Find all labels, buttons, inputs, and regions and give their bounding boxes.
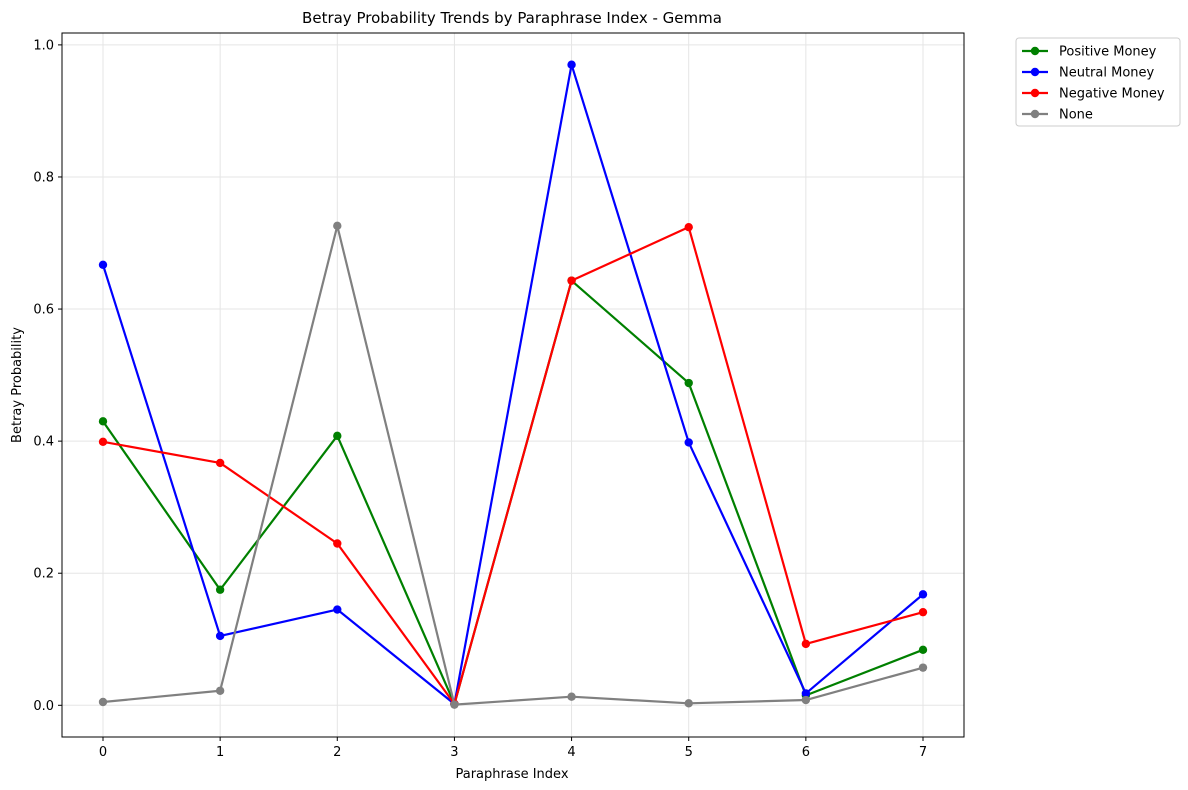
y-tick-label: 0.4 [33, 435, 54, 450]
data-point [215, 631, 225, 641]
x-axis-label: Paraphrase Index [455, 767, 568, 782]
y-tick-label: 0.8 [33, 170, 54, 185]
legend-box [1015, 37, 1181, 127]
data-point [333, 605, 342, 614]
data-point [215, 585, 225, 594]
chart-title: Betray Probability Trends by Paraphrase … [302, 9, 722, 27]
data-point [918, 607, 928, 617]
legend-marker [1030, 67, 1040, 77]
axis-ticks: 0 1 2 3 4 5 6 7 0.0 0.2 0.4 0.6 0.8 1.0 [33, 38, 927, 760]
data-point [567, 60, 576, 69]
legend-marker [1030, 46, 1040, 56]
data-point [918, 590, 928, 599]
data-point [801, 689, 811, 698]
x-tick-label: 3 [450, 745, 458, 760]
data-point [98, 260, 108, 270]
data-point [918, 645, 928, 655]
y-tick-label: 0.2 [33, 567, 54, 582]
y-tick-label: 0.6 [33, 303, 54, 318]
legend-label: None [1059, 108, 1093, 123]
x-tick-label: 2 [333, 745, 341, 760]
series-none [98, 221, 928, 709]
x-tick-label: 5 [685, 745, 693, 760]
data-point [684, 378, 693, 388]
data-point [333, 221, 342, 231]
legend-label: Neutral Money [1059, 66, 1155, 81]
series-neutral-money [98, 60, 928, 709]
y-tick-label: 1.0 [33, 38, 54, 53]
series-line [102, 224, 924, 706]
x-tick-label: 0 [99, 745, 107, 760]
series-line [102, 226, 924, 706]
data-point [333, 431, 342, 441]
legend-label: Negative Money [1059, 87, 1165, 102]
data-point [567, 692, 576, 701]
x-tick-label: 7 [919, 745, 927, 760]
data-point [801, 639, 811, 649]
x-tick-label: 6 [802, 745, 810, 760]
data-point [801, 695, 811, 705]
series-line [101, 63, 924, 706]
legend-marker [1030, 109, 1040, 119]
legend-label: Positive Money [1059, 45, 1157, 60]
legend: Positive Money Neutral Money Negative Mone… [1015, 37, 1181, 127]
data-point [215, 686, 225, 695]
y-tick-label: 0.0 [33, 699, 54, 714]
x-tick-label: 4 [567, 745, 575, 760]
data-point [98, 417, 108, 426]
data-point [98, 437, 108, 446]
data-point [98, 697, 108, 707]
x-tick-label: 1 [216, 745, 224, 760]
data-point [684, 438, 693, 447]
plot-area [61, 32, 965, 738]
data-point [684, 222, 693, 232]
data-point [567, 276, 576, 285]
y-axis-label: Betray Probability [10, 327, 25, 443]
legend-marker [1030, 88, 1040, 98]
data-point [450, 700, 459, 709]
data-point [333, 539, 342, 548]
data-point [215, 458, 225, 468]
data-point [918, 663, 928, 672]
data-point [684, 699, 693, 708]
series-lines [98, 60, 928, 709]
